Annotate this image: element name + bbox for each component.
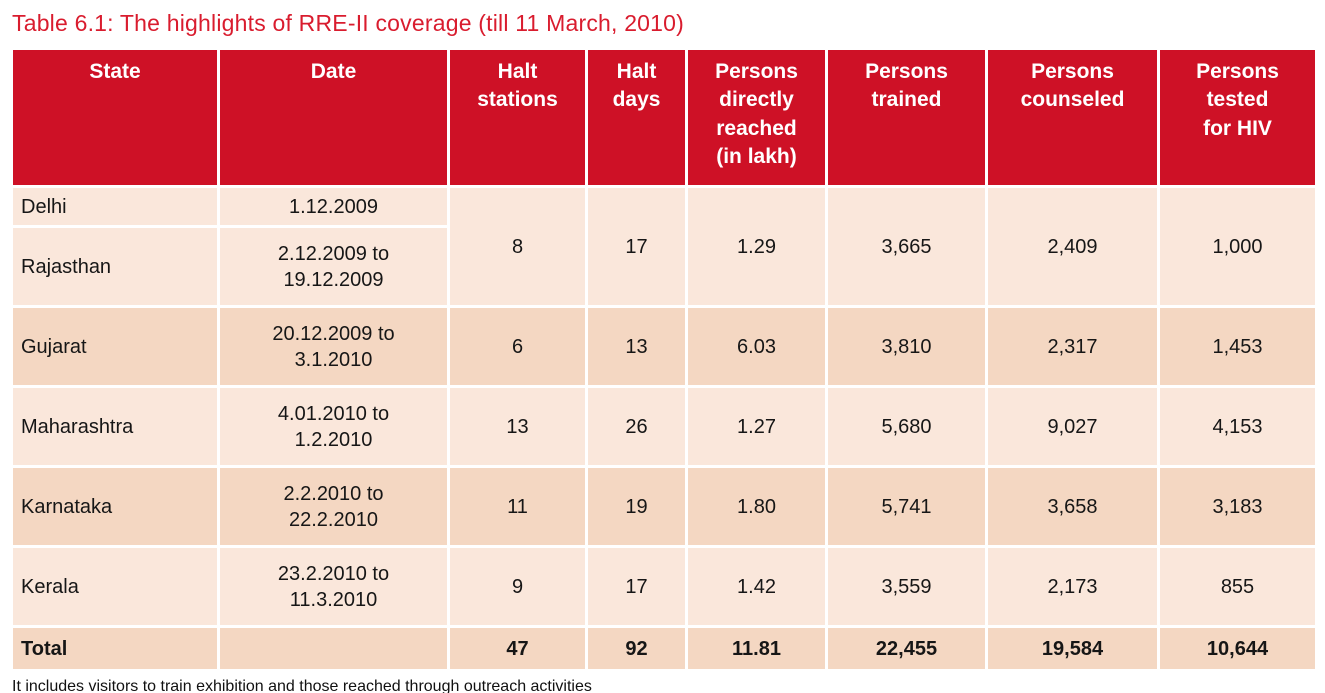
table-row-total: Total 47 92 11.81 22,455 19,584 10,644 bbox=[10, 625, 1318, 672]
cell-persons-counseled: 2,409 bbox=[985, 185, 1160, 308]
col-header-state: State bbox=[10, 47, 220, 188]
table-row-kerala: Kerala 23.2.2010 to 11.3.2010 9 17 1.42 … bbox=[10, 545, 1318, 628]
cell-persons-trained: 22,455 bbox=[825, 625, 988, 672]
cell-persons-counseled: 2,173 bbox=[985, 545, 1160, 628]
cell-state: Kerala bbox=[10, 545, 220, 628]
cell-persons-counseled: 9,027 bbox=[985, 385, 1160, 468]
coverage-table: State Date Halt stations Halt days Perso… bbox=[10, 47, 1318, 672]
cell-persons-tested: 10,644 bbox=[1157, 625, 1318, 672]
col-header-persons-reached: Persons directly reached (in lakh) bbox=[685, 47, 828, 188]
cell-total-label: Total bbox=[10, 625, 220, 672]
cell-halt-stations: 11 bbox=[447, 465, 588, 548]
col-header-persons-trained: Persons trained bbox=[825, 47, 988, 188]
cell-state: Maharashtra bbox=[10, 385, 220, 468]
cell-persons-counseled: 3,658 bbox=[985, 465, 1160, 548]
cell-persons-counseled: 2,317 bbox=[985, 305, 1160, 388]
table-row-delhi: Delhi 1.12.2009 8 17 1.29 3,665 2,409 1,… bbox=[10, 185, 1318, 308]
cell-state: Gujarat bbox=[10, 305, 220, 388]
cell-persons-trained: 5,680 bbox=[825, 385, 988, 468]
cell-halt-stations: 9 bbox=[447, 545, 588, 628]
cell-halt-days: 17 bbox=[585, 185, 688, 308]
cell-halt-days: 19 bbox=[585, 465, 688, 548]
col-header-halt-days: Halt days bbox=[585, 47, 688, 188]
cell-date: 2.12.2009 to 19.12.2009 bbox=[217, 225, 450, 308]
cell-date-empty bbox=[217, 625, 450, 672]
cell-halt-days: 17 bbox=[585, 545, 688, 628]
col-header-halt-stations: Halt stations bbox=[447, 47, 588, 188]
cell-persons-tested: 855 bbox=[1157, 545, 1318, 628]
cell-persons-tested: 1,000 bbox=[1157, 185, 1318, 308]
cell-persons-reached: 6.03 bbox=[685, 305, 828, 388]
cell-state: Rajasthan bbox=[10, 225, 220, 308]
cell-date: 20.12.2009 to 3.1.2010 bbox=[217, 305, 450, 388]
cell-halt-days: 26 bbox=[585, 385, 688, 468]
cell-halt-days: 92 bbox=[585, 625, 688, 672]
cell-date: 2.2.2010 to 22.2.2010 bbox=[217, 465, 450, 548]
cell-state: Delhi bbox=[10, 185, 220, 228]
table-title: Table 6.1: The highlights of RRE-II cove… bbox=[12, 10, 685, 36]
cell-date: 23.2.2010 to 11.3.2010 bbox=[217, 545, 450, 628]
cell-persons-counseled: 19,584 bbox=[985, 625, 1160, 672]
cell-persons-trained: 3,810 bbox=[825, 305, 988, 388]
cell-state: Karnataka bbox=[10, 465, 220, 548]
cell-date: 4.01.2010 to 1.2.2010 bbox=[217, 385, 450, 468]
cell-persons-tested: 4,153 bbox=[1157, 385, 1318, 468]
cell-persons-reached: 1.29 bbox=[685, 185, 828, 308]
col-header-persons-counseled: Persons counseled bbox=[985, 47, 1160, 188]
cell-date: 1.12.2009 bbox=[217, 185, 450, 228]
cell-halt-stations: 13 bbox=[447, 385, 588, 468]
table-row-gujarat: Gujarat 20.12.2009 to 3.1.2010 6 13 6.03… bbox=[10, 305, 1318, 388]
cell-halt-days: 13 bbox=[585, 305, 688, 388]
cell-persons-reached: 1.42 bbox=[685, 545, 828, 628]
header-row: State Date Halt stations Halt days Perso… bbox=[10, 47, 1318, 188]
cell-halt-stations: 6 bbox=[447, 305, 588, 388]
col-header-date: Date bbox=[217, 47, 450, 188]
table-row-karnataka: Karnataka 2.2.2010 to 22.2.2010 11 19 1.… bbox=[10, 465, 1318, 548]
table-row-rajasthan: Rajasthan 2.12.2009 to 19.12.2009 bbox=[10, 225, 1317, 308]
cell-persons-reached: 1.80 bbox=[685, 465, 828, 548]
cell-persons-tested: 1,453 bbox=[1157, 305, 1318, 388]
table-footnote: It includes visitors to train exhibition… bbox=[12, 678, 592, 693]
cell-persons-tested: 3,183 bbox=[1157, 465, 1318, 548]
cell-halt-stations: 47 bbox=[447, 625, 588, 672]
table-row-maharashtra: Maharashtra 4.01.2010 to 1.2.2010 13 26 … bbox=[10, 385, 1318, 468]
cell-persons-trained: 3,559 bbox=[825, 545, 988, 628]
cell-halt-stations: 8 bbox=[447, 185, 588, 308]
col-header-persons-tested: Persons tested for HIV bbox=[1157, 47, 1318, 188]
cell-persons-reached: 11.81 bbox=[685, 625, 828, 672]
cell-persons-reached: 1.27 bbox=[685, 385, 828, 468]
cell-persons-trained: 3,665 bbox=[825, 185, 988, 308]
cell-persons-trained: 5,741 bbox=[825, 465, 988, 548]
